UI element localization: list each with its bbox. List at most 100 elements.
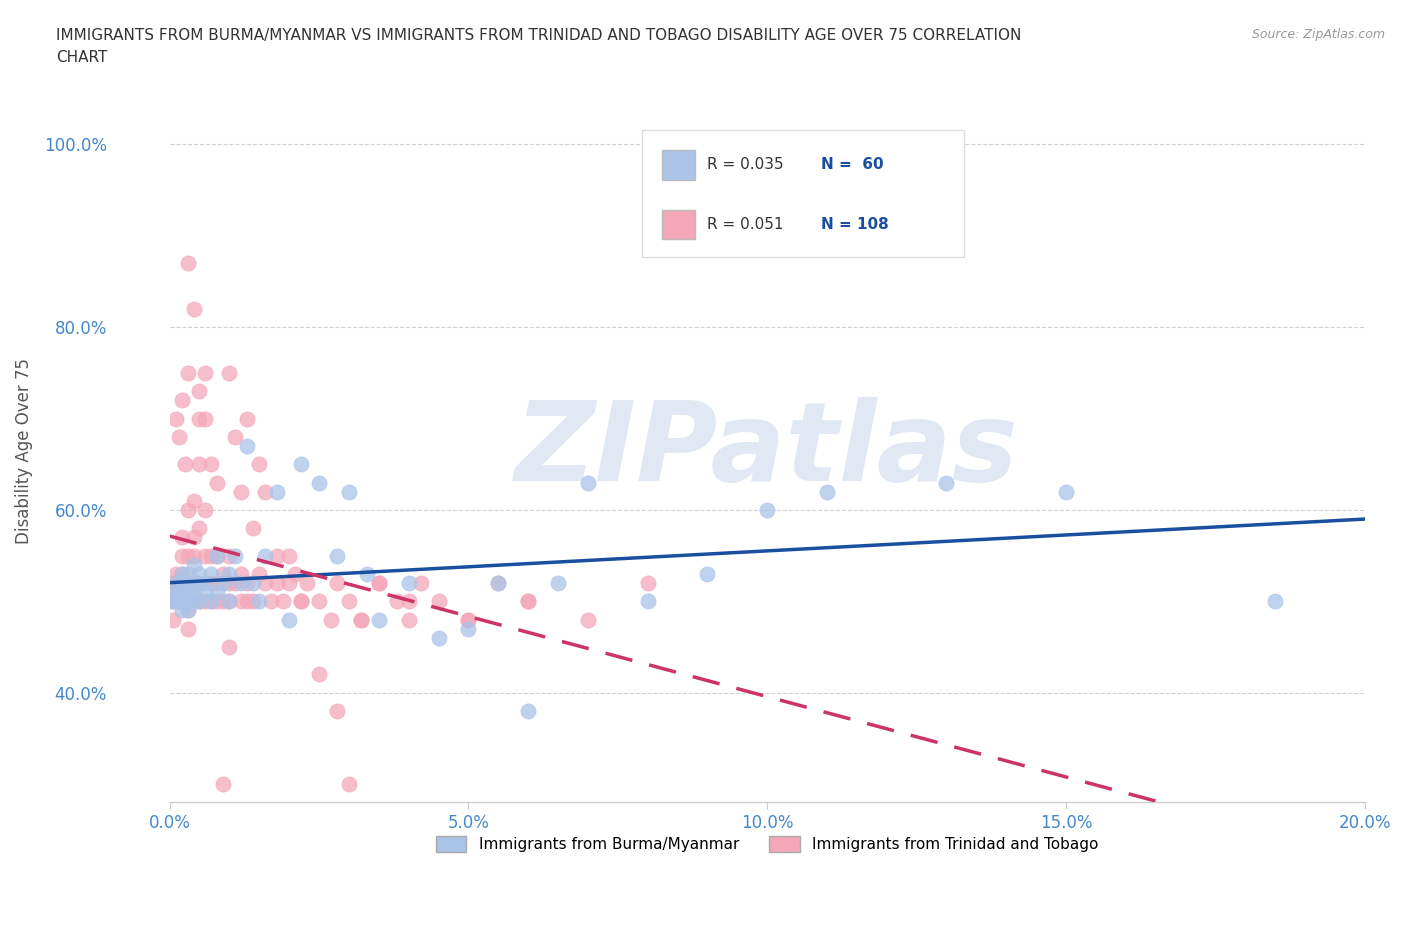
Point [176, 365, 198, 380]
Point [194, 548, 217, 563]
Point [815, 485, 838, 499]
Point [218, 365, 240, 380]
Point [165, 566, 187, 581]
Point [167, 585, 190, 600]
Point [1054, 485, 1077, 499]
Point [183, 530, 205, 545]
Point [200, 457, 222, 472]
Point [183, 585, 205, 600]
Point [218, 548, 240, 563]
Point [266, 485, 288, 499]
Point [165, 411, 187, 426]
Point [194, 365, 217, 380]
Point [224, 430, 246, 445]
Point [231, 594, 253, 609]
Point [183, 576, 205, 591]
Point [427, 594, 450, 609]
Point [337, 485, 360, 499]
Point [409, 576, 432, 591]
Point [183, 576, 205, 591]
Point [696, 566, 718, 581]
Point [165, 594, 187, 609]
Point [173, 457, 195, 472]
Point [242, 521, 264, 536]
Point [170, 585, 193, 600]
Point [278, 576, 301, 591]
Point [486, 576, 509, 591]
Point [167, 576, 190, 591]
Point [165, 576, 187, 591]
Point [290, 594, 312, 609]
Point [176, 594, 198, 609]
Point [637, 576, 659, 591]
Point [457, 621, 479, 636]
Point [207, 548, 229, 563]
Point [170, 548, 193, 563]
Point [367, 576, 389, 591]
Point [183, 548, 205, 563]
Point [194, 576, 217, 591]
Point [326, 704, 349, 719]
Point [218, 594, 240, 609]
Point [319, 612, 342, 627]
Point [207, 585, 229, 600]
Point [207, 576, 229, 591]
Point [457, 612, 479, 627]
Point [170, 594, 193, 609]
Point [218, 594, 240, 609]
Point [236, 576, 259, 591]
Point [254, 576, 277, 591]
Point [162, 612, 184, 627]
Point [242, 576, 264, 591]
Point [236, 594, 259, 609]
Point [176, 502, 198, 517]
FancyBboxPatch shape [662, 210, 696, 239]
Point [173, 594, 195, 609]
Point [218, 640, 240, 655]
Point [170, 603, 193, 618]
Point [176, 603, 198, 618]
Text: IMMIGRANTS FROM BURMA/MYANMAR VS IMMIGRANTS FROM TRINIDAD AND TOBAGO DISABILITY : IMMIGRANTS FROM BURMA/MYANMAR VS IMMIGRA… [56, 28, 1022, 65]
Point [167, 594, 190, 609]
Point [188, 594, 211, 609]
Point [170, 566, 193, 581]
Point [231, 485, 253, 499]
Text: N =  60: N = 60 [821, 157, 883, 172]
Point [200, 594, 222, 609]
Point [278, 612, 301, 627]
Point [176, 594, 198, 609]
Point [194, 585, 217, 600]
Point [188, 576, 211, 591]
FancyBboxPatch shape [641, 130, 965, 257]
Point [176, 585, 198, 600]
Point [247, 566, 270, 581]
Point [188, 457, 211, 472]
Point [170, 576, 193, 591]
Point [167, 594, 190, 609]
Point [218, 576, 240, 591]
Point [247, 594, 270, 609]
Point [170, 576, 193, 591]
Point [308, 667, 330, 682]
Point [212, 566, 235, 581]
Point [207, 475, 229, 490]
Point [224, 548, 246, 563]
Point [308, 475, 330, 490]
Point [170, 530, 193, 545]
Point [398, 594, 420, 609]
Point [176, 585, 198, 600]
Point [398, 612, 420, 627]
Point [367, 612, 389, 627]
Point [188, 521, 211, 536]
Point [486, 576, 509, 591]
Point [236, 411, 259, 426]
Point [284, 566, 307, 581]
Point [427, 631, 450, 645]
Point [176, 603, 198, 618]
Point [200, 548, 222, 563]
Point [576, 612, 599, 627]
Point [188, 576, 211, 591]
Point [194, 594, 217, 609]
Point [183, 301, 205, 316]
Point [236, 439, 259, 454]
